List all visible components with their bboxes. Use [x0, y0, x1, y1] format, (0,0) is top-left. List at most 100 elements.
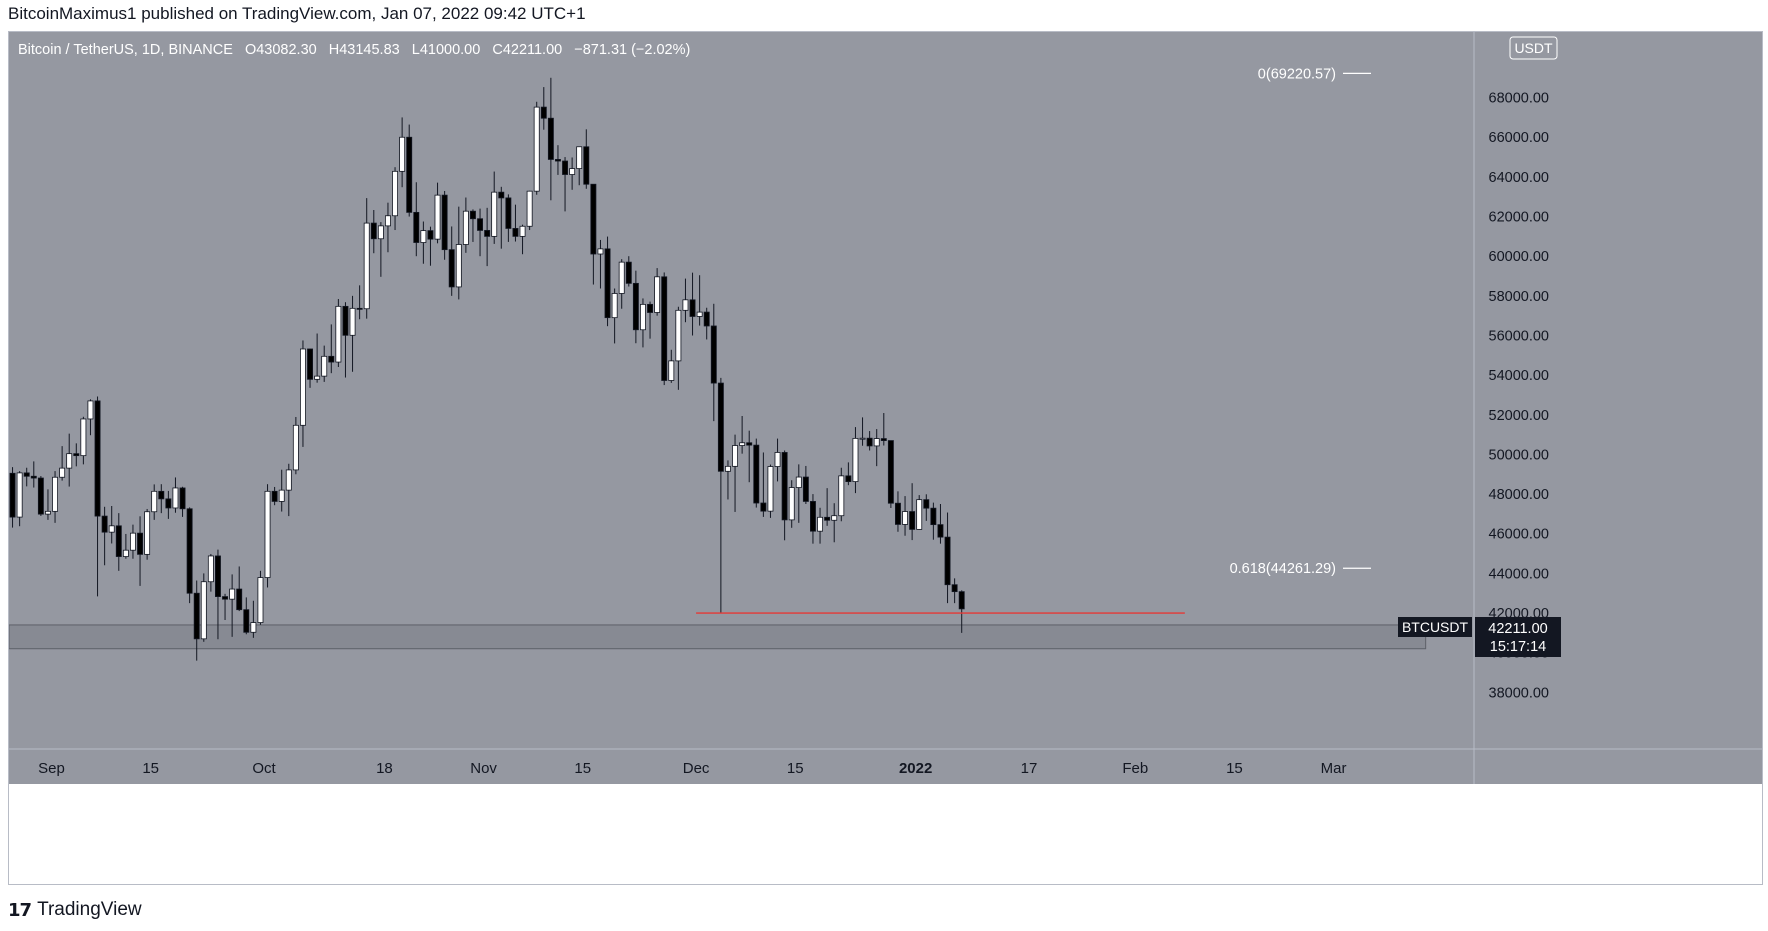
candle-body-bull [250, 622, 257, 633]
candle-body-bear [158, 490, 165, 500]
candle-body-bear [958, 591, 965, 610]
candle-body-bear [802, 476, 809, 502]
candle [668, 349, 675, 383]
symbol-tag: BTCUSDT [1398, 617, 1472, 637]
candle [781, 450, 788, 541]
time-tick-label: 17 [1021, 760, 1038, 777]
candle-body-bear [710, 325, 717, 384]
legend-change: −871.31 (−2.02%) [574, 42, 690, 58]
candle [895, 491, 901, 532]
brand-label: TradingView [37, 899, 142, 920]
candle-body-bear [193, 592, 200, 640]
legend-low-label: L [412, 42, 420, 58]
candle-body-bear [505, 197, 512, 229]
candle [250, 600, 257, 638]
candle-body-bull [838, 475, 845, 517]
price-tick-label: 64000.00 [1489, 170, 1549, 186]
currency-label: USDT [1514, 40, 1553, 56]
candle-body-bear [753, 444, 760, 504]
candle [420, 221, 427, 264]
candle [632, 270, 639, 344]
time-tick-label: 15 [574, 760, 591, 777]
candle [328, 324, 335, 374]
candle [434, 182, 441, 244]
candle [611, 288, 618, 344]
candle-body-bull [675, 309, 682, 362]
candle [193, 580, 200, 661]
candle-body-bull [902, 511, 908, 525]
candle [732, 434, 738, 512]
tradingview-brand[interactable]: 17 TradingView [8, 899, 142, 921]
candle [484, 207, 491, 267]
candle-body-bear [909, 511, 916, 530]
candle-body-bear [937, 524, 944, 538]
candle [370, 210, 377, 254]
candle [944, 512, 951, 604]
price-tick-label: 66000.00 [1489, 130, 1549, 146]
candle [647, 301, 653, 339]
candle-body-bear [547, 117, 554, 160]
candle [271, 486, 278, 506]
candle-body-bull [654, 276, 661, 313]
price-tick-label: 48000.00 [1489, 487, 1549, 503]
candle [491, 171, 498, 244]
candle [144, 508, 151, 560]
candle [774, 438, 781, 482]
candle [604, 236, 611, 327]
candle-body-bull [144, 511, 151, 555]
candle [462, 197, 469, 253]
candle-body-bull [817, 516, 823, 532]
candle [512, 204, 519, 242]
candlestick-chart[interactable]: 0(69220.57)0.618(44261.29) 38000.0040000… [9, 32, 1762, 884]
candle [441, 190, 448, 260]
candle-body-bear [356, 307, 363, 310]
candle-body-bear [583, 146, 590, 185]
candle [590, 183, 597, 285]
candle [739, 415, 746, 454]
candle-body-bull [873, 438, 880, 447]
candle-body-bear [448, 249, 455, 288]
candle [540, 87, 547, 130]
candle-body-bull [130, 532, 136, 551]
candle [257, 570, 264, 625]
price-tick-label: 54000.00 [1489, 368, 1549, 384]
candle-body-bear [562, 160, 568, 175]
time-tick-label: Feb [1122, 760, 1148, 777]
chart-frame: 0(69220.57)0.618(44261.29) 38000.0040000… [8, 31, 1763, 885]
price-tick-label: 44000.00 [1489, 566, 1549, 582]
candle [505, 194, 512, 242]
candle-body-bull [264, 490, 271, 578]
candle-body-bull [229, 588, 236, 600]
legend-symbol: Bitcoin / TetherUS, 1D, BINANCE [18, 42, 233, 58]
candle-body-bear [647, 303, 653, 313]
candle-body-bear [689, 299, 696, 317]
candle-body-bear [498, 191, 505, 199]
candle [725, 460, 731, 500]
candle [66, 433, 73, 487]
candle [413, 182, 420, 257]
candle [887, 440, 894, 508]
candle-body-bull [455, 244, 462, 288]
candle-body-bull [349, 307, 356, 336]
candle-body-bull [285, 469, 292, 491]
publisher-line: BitcoinMaximus1 published on TradingView… [8, 4, 586, 23]
candle-body-bull [739, 442, 746, 446]
candle [30, 461, 37, 488]
candle [477, 208, 483, 257]
candle-body-bull [200, 581, 207, 640]
fib-level-label: 0.618(44261.29) [1230, 561, 1336, 577]
candle-body-bear [115, 525, 122, 557]
candle [562, 157, 568, 212]
candle [838, 467, 845, 522]
candle [760, 452, 767, 517]
currency-badge[interactable]: USDT [1509, 36, 1558, 60]
candle-body-bear [540, 106, 547, 119]
candle-body-bull [172, 487, 179, 509]
candle-body-bull [732, 445, 738, 467]
candle-body-bear [810, 501, 816, 532]
candle-body-bear [824, 516, 831, 521]
time-tick-label: 15 [787, 760, 804, 777]
candle-body-bull [66, 453, 73, 469]
candle [555, 145, 561, 175]
candle-body-bear [9, 472, 16, 518]
